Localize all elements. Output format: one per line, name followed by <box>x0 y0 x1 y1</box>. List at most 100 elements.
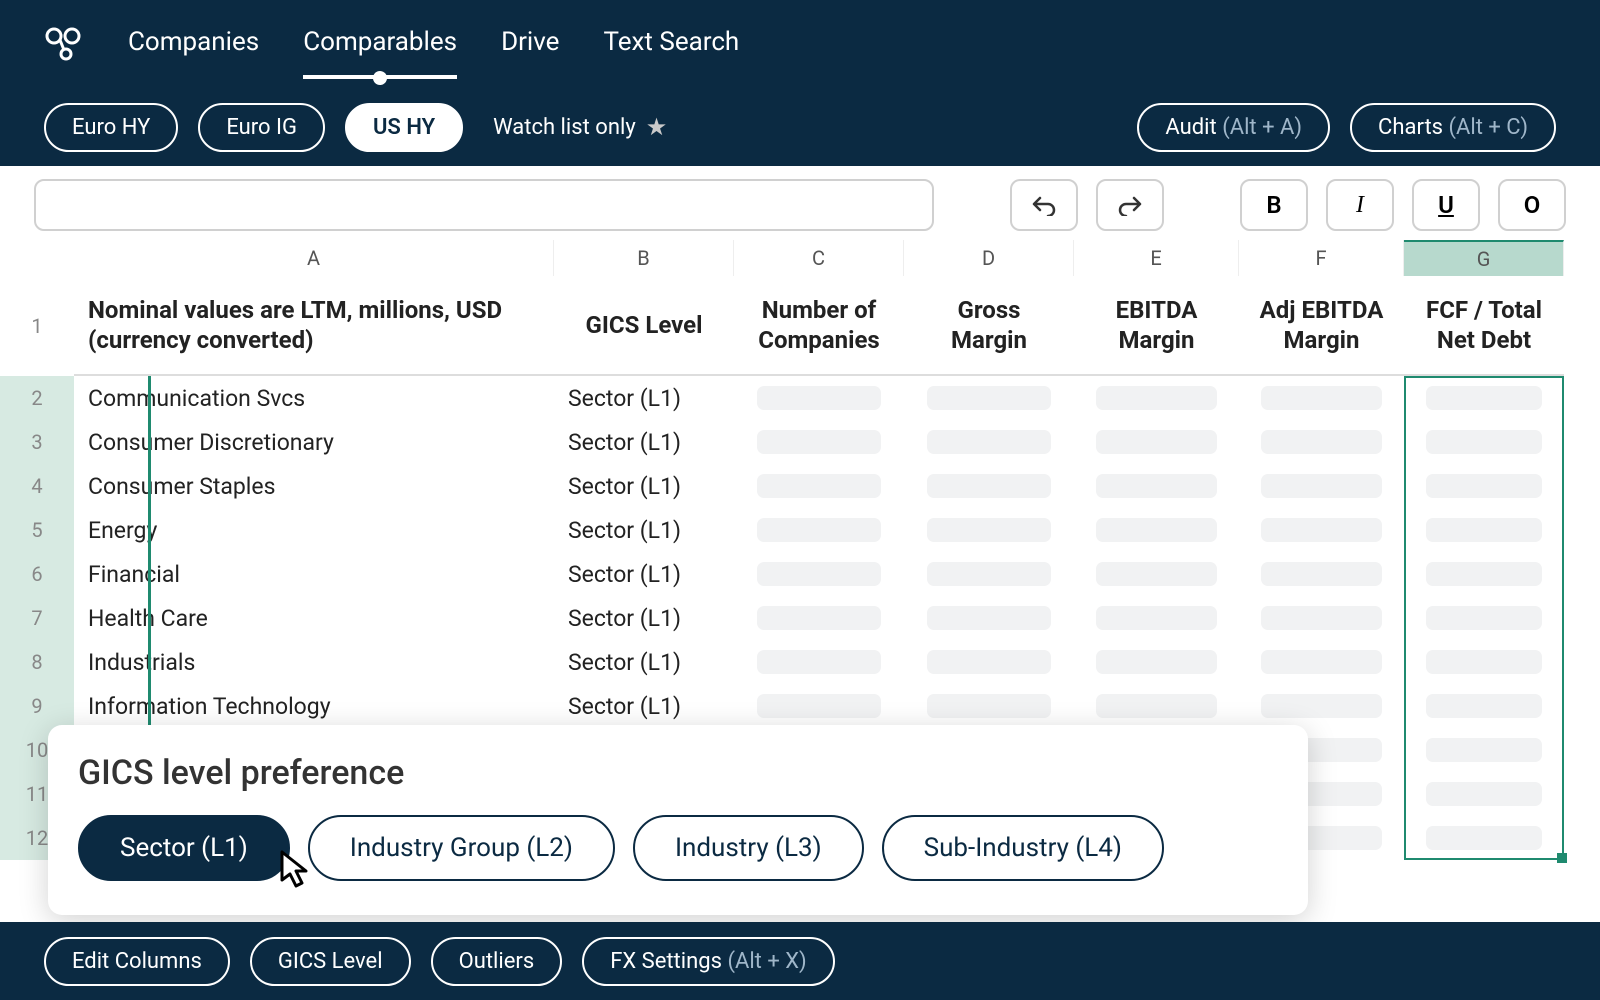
rownum-7[interactable]: 7 <box>0 596 74 640</box>
bold-button[interactable]: B <box>1240 179 1308 231</box>
cell-placeholder[interactable] <box>1239 376 1404 420</box>
watchlist-toggle[interactable]: Watch list only ★ <box>493 113 667 141</box>
cell-gics-level[interactable]: Sector (L1) <box>554 640 734 684</box>
formula-input[interactable] <box>34 179 934 231</box>
cell-placeholder[interactable] <box>904 684 1074 728</box>
cell-sector-name[interactable]: Energy <box>74 508 554 552</box>
cell-sector-name[interactable]: Consumer Staples <box>74 464 554 508</box>
cell-placeholder[interactable] <box>904 420 1074 464</box>
cell-placeholder[interactable] <box>1404 596 1564 640</box>
nav-companies[interactable]: Companies <box>128 27 259 61</box>
cell-placeholder[interactable] <box>1404 508 1564 552</box>
rownum-1[interactable]: 1 <box>0 276 74 376</box>
cell-placeholder[interactable] <box>1404 376 1564 420</box>
cell-placeholder[interactable] <box>1239 508 1404 552</box>
cell-placeholder[interactable] <box>904 376 1074 420</box>
cell-placeholder[interactable] <box>1074 508 1239 552</box>
cell-placeholder[interactable] <box>904 640 1074 684</box>
edit-columns-button[interactable]: Edit Columns <box>44 937 230 986</box>
rownum-4[interactable]: 4 <box>0 464 74 508</box>
undo-button[interactable] <box>1010 179 1078 231</box>
cell-placeholder[interactable] <box>904 464 1074 508</box>
cell-placeholder[interactable] <box>1404 420 1564 464</box>
cell-placeholder[interactable] <box>1074 552 1239 596</box>
cell-sector-name[interactable]: Financial <box>74 552 554 596</box>
rownum-8[interactable]: 8 <box>0 640 74 684</box>
cell-placeholder[interactable] <box>1239 684 1404 728</box>
cell-placeholder[interactable] <box>904 552 1074 596</box>
fx-settings-button[interactable]: FX Settings (Alt + X) <box>582 937 835 986</box>
rownum-6[interactable]: 6 <box>0 552 74 596</box>
cell-placeholder[interactable] <box>904 508 1074 552</box>
rownum-2[interactable]: 2 <box>0 376 74 420</box>
nav-comparables[interactable]: Comparables <box>303 27 457 61</box>
opt-sector-l1[interactable]: Sector (L1) <box>78 815 290 881</box>
cell-placeholder[interactable] <box>1404 640 1564 684</box>
cell-sector-name[interactable]: Information Technology <box>74 684 554 728</box>
cell-placeholder[interactable] <box>734 376 904 420</box>
cell-placeholder[interactable] <box>1239 464 1404 508</box>
filter-euro-ig[interactable]: Euro IG <box>198 103 325 152</box>
cell-gics-level[interactable]: Sector (L1) <box>554 376 734 420</box>
cell-placeholder[interactable] <box>734 684 904 728</box>
cell-placeholder[interactable] <box>1239 596 1404 640</box>
cell-placeholder[interactable] <box>1404 684 1564 728</box>
cell-placeholder[interactable] <box>734 640 904 684</box>
italic-button[interactable]: I <box>1326 179 1394 231</box>
cell-placeholder[interactable] <box>734 420 904 464</box>
nav-drive[interactable]: Drive <box>501 27 559 61</box>
cell-gics-level[interactable]: Sector (L1) <box>554 552 734 596</box>
filter-us-hy[interactable]: US HY <box>345 103 463 152</box>
charts-button[interactable]: Charts (Alt + C) <box>1350 103 1556 152</box>
cell-sector-name[interactable]: Industrials <box>74 640 554 684</box>
other-format-button[interactable]: O <box>1498 179 1566 231</box>
cell-placeholder[interactable] <box>1404 816 1564 860</box>
colhead-e[interactable]: E <box>1074 240 1239 276</box>
filter-euro-hy[interactable]: Euro HY <box>44 103 178 152</box>
underline-button[interactable]: U <box>1412 179 1480 231</box>
cell-sector-name[interactable]: Health Care <box>74 596 554 640</box>
cell-placeholder[interactable] <box>1404 464 1564 508</box>
cell-gics-level[interactable]: Sector (L1) <box>554 420 734 464</box>
cell-placeholder[interactable] <box>734 508 904 552</box>
cell-placeholder[interactable] <box>1239 552 1404 596</box>
cell-gics-level[interactable]: Sector (L1) <box>554 684 734 728</box>
cell-placeholder[interactable] <box>1074 464 1239 508</box>
cell-gics-level[interactable]: Sector (L1) <box>554 508 734 552</box>
outliers-button[interactable]: Outliers <box>431 937 563 986</box>
cell-placeholder[interactable] <box>1074 640 1239 684</box>
cell-placeholder[interactable] <box>1074 376 1239 420</box>
cell-placeholder[interactable] <box>1239 640 1404 684</box>
cell-placeholder[interactable] <box>1404 728 1564 772</box>
colhead-a[interactable]: A <box>74 240 554 276</box>
rownum-5[interactable]: 5 <box>0 508 74 552</box>
cell-placeholder[interactable] <box>1074 684 1239 728</box>
gics-level-button[interactable]: GICS Level <box>250 937 411 986</box>
cell-placeholder[interactable] <box>734 464 904 508</box>
cell-placeholder[interactable] <box>734 596 904 640</box>
cell-placeholder[interactable] <box>1074 596 1239 640</box>
cell-placeholder[interactable] <box>904 596 1074 640</box>
rownum-3[interactable]: 3 <box>0 420 74 464</box>
cell-placeholder[interactable] <box>1239 420 1404 464</box>
opt-industry-group-l2[interactable]: Industry Group (L2) <box>308 815 615 881</box>
cell-gics-level[interactable]: Sector (L1) <box>554 464 734 508</box>
colhead-b[interactable]: B <box>554 240 734 276</box>
cell-gics-level[interactable]: Sector (L1) <box>554 596 734 640</box>
colhead-f[interactable]: F <box>1239 240 1404 276</box>
cell-placeholder[interactable] <box>1074 420 1239 464</box>
cell-placeholder[interactable] <box>1404 772 1564 816</box>
opt-sub-industry-l4[interactable]: Sub-Industry (L4) <box>882 815 1164 881</box>
cell-placeholder[interactable] <box>734 552 904 596</box>
cell-placeholder[interactable] <box>1404 552 1564 596</box>
audit-button[interactable]: Audit (Alt + A) <box>1137 103 1330 152</box>
opt-industry-l3[interactable]: Industry (L3) <box>633 815 864 881</box>
colhead-g[interactable]: G <box>1404 240 1564 276</box>
rownum-9[interactable]: 9 <box>0 684 74 728</box>
colhead-c[interactable]: C <box>734 240 904 276</box>
cell-sector-name[interactable]: Communication Svcs <box>74 376 554 420</box>
colhead-d[interactable]: D <box>904 240 1074 276</box>
cell-sector-name[interactable]: Consumer Discretionary <box>74 420 554 464</box>
nav-text-search[interactable]: Text Search <box>603 27 739 61</box>
redo-button[interactable] <box>1096 179 1164 231</box>
